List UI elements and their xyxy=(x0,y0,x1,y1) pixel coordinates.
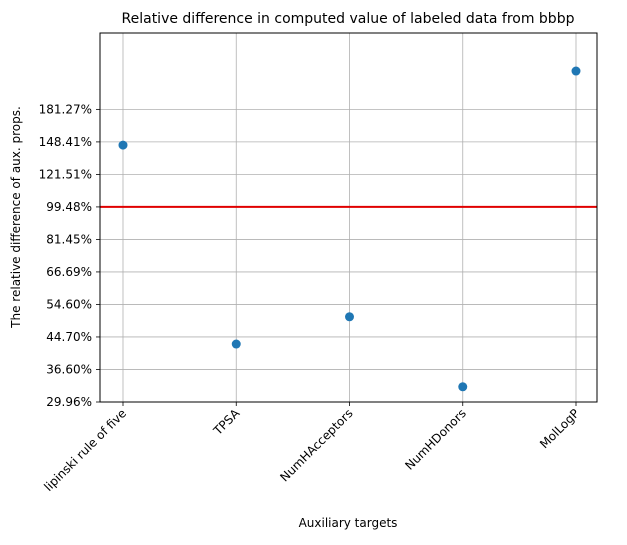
chart-title: Relative difference in computed value of… xyxy=(122,11,575,27)
y-axis-label: The relative difference of aux. props. xyxy=(9,106,23,329)
y-tick-label: 121.51% xyxy=(39,167,92,181)
x-tick-label: MolLogP xyxy=(537,406,582,451)
y-tick-label: 99.48% xyxy=(46,200,92,214)
y-tick-label: 44.70% xyxy=(46,330,92,344)
y-tick-label: 81.45% xyxy=(46,232,92,246)
y-tick-label: 36.60% xyxy=(46,362,92,376)
x-tick-label: NumHAcceptors xyxy=(277,406,355,484)
y-tick-label: 54.60% xyxy=(46,297,92,311)
y-tick-label: 181.27% xyxy=(39,102,92,116)
x-tick-label: lipinski rule of five xyxy=(41,406,129,494)
y-tick-label: 29.96% xyxy=(46,395,92,409)
plot-frame xyxy=(99,32,598,403)
y-tick-label: 66.69% xyxy=(46,265,92,279)
data-point xyxy=(458,382,468,392)
x-axis-label: Auxiliary targets xyxy=(299,516,398,530)
y-tick-label: 148.41% xyxy=(39,135,92,149)
grid xyxy=(100,33,597,403)
data-points xyxy=(118,66,581,392)
data-point xyxy=(118,140,128,150)
data-point xyxy=(345,312,354,322)
x-tick-label: TPSA xyxy=(210,406,243,439)
data-point xyxy=(571,66,581,76)
x-tick-label: NumHDonors xyxy=(402,406,468,472)
ticks: 29.96% 36.60% 44.70% 54.60% 66.69% 81.45% 99.4… xyxy=(39,102,583,494)
data-point xyxy=(231,339,241,349)
